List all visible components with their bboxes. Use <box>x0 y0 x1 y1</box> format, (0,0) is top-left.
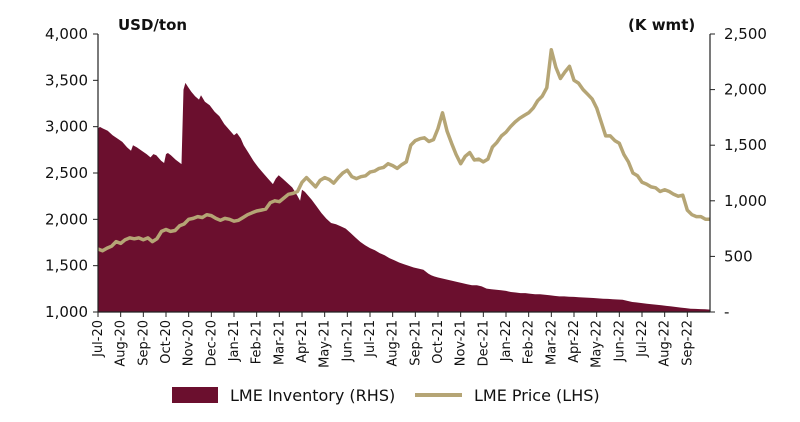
left-tick-label: 2,500 <box>45 164 88 182</box>
x-tick-label: Apr-21 <box>295 320 310 363</box>
legend: LME Inventory (RHS) LME Price (LHS) <box>172 386 600 405</box>
x-tick-label: Mar-22 <box>544 320 559 365</box>
x-tick-label: Dec-20 <box>204 320 219 366</box>
x-tick-label: Sep-20 <box>136 320 151 366</box>
legend-inventory-swatch <box>172 387 218 403</box>
left-tick-label: 4,000 <box>45 25 88 43</box>
legend-price-label: LME Price (LHS) <box>474 386 600 405</box>
x-tick-label: Jan-21 <box>227 320 242 362</box>
x-tick-label: Sep-21 <box>408 320 423 366</box>
right-axis-ticks: - 500 1,000 1,500 2,000 2,500 <box>710 25 767 321</box>
plot-area <box>97 48 710 313</box>
x-tick-label: Apr-22 <box>567 320 582 363</box>
x-tick-label: Jul-22 <box>635 320 650 358</box>
right-tick-label: 2,500 <box>724 25 767 43</box>
left-axis-unit: USD/ton <box>118 16 187 34</box>
x-tick-label: May-22 <box>590 320 605 368</box>
right-axis-unit: (K wmt) <box>628 16 695 34</box>
right-tick-label: 2,000 <box>724 81 767 99</box>
right-tick-label: 500 <box>724 247 753 265</box>
x-tick-label: Oct-20 <box>159 320 174 364</box>
x-tick-label: Nov-20 <box>182 320 197 366</box>
x-tick-label: Sep-22 <box>680 320 695 366</box>
x-tick-label: Dec-21 <box>476 320 491 366</box>
x-axis-ticks: Jul-20 Aug-20 Sep-20 Oct-20 Nov-20 Dec-20 Jan-… <box>91 312 695 368</box>
left-axis-ticks: 1,000 1,500 2,000 2,500 3,000 3,500 4,000 <box>45 25 98 321</box>
left-tick-label: 1,000 <box>45 303 88 321</box>
left-tick-label: 3,500 <box>45 71 88 89</box>
x-tick-label: Jan-22 <box>499 320 514 362</box>
x-tick-label: Aug-21 <box>386 320 401 367</box>
x-tick-label: Mar-21 <box>272 320 287 365</box>
x-tick-label: Jun-21 <box>340 320 355 363</box>
x-tick-label: Jul-21 <box>363 320 378 358</box>
left-tick-label: 2,000 <box>45 210 88 228</box>
x-tick-label: Aug-22 <box>658 320 673 367</box>
x-tick-label: Oct-21 <box>431 320 446 364</box>
legend-inventory-label: LME Inventory (RHS) <box>230 386 395 405</box>
right-tick-label: 1,000 <box>724 192 767 210</box>
x-tick-label: Jul-20 <box>91 320 106 358</box>
x-tick-label: May-21 <box>318 320 333 368</box>
x-tick-label: Jun-22 <box>612 320 627 363</box>
x-tick-label: Nov-21 <box>454 320 469 366</box>
inventory-area <box>98 82 710 313</box>
x-tick-label: Aug-20 <box>114 320 129 367</box>
left-tick-label: 1,500 <box>45 257 88 275</box>
x-tick-label: Feb-21 <box>250 320 265 364</box>
right-tick-label: 1,500 <box>724 136 767 154</box>
x-tick-label: Feb-22 <box>522 320 537 364</box>
right-tick-label: - <box>724 303 729 321</box>
left-tick-label: 3,000 <box>45 118 88 136</box>
price-line <box>97 48 710 253</box>
